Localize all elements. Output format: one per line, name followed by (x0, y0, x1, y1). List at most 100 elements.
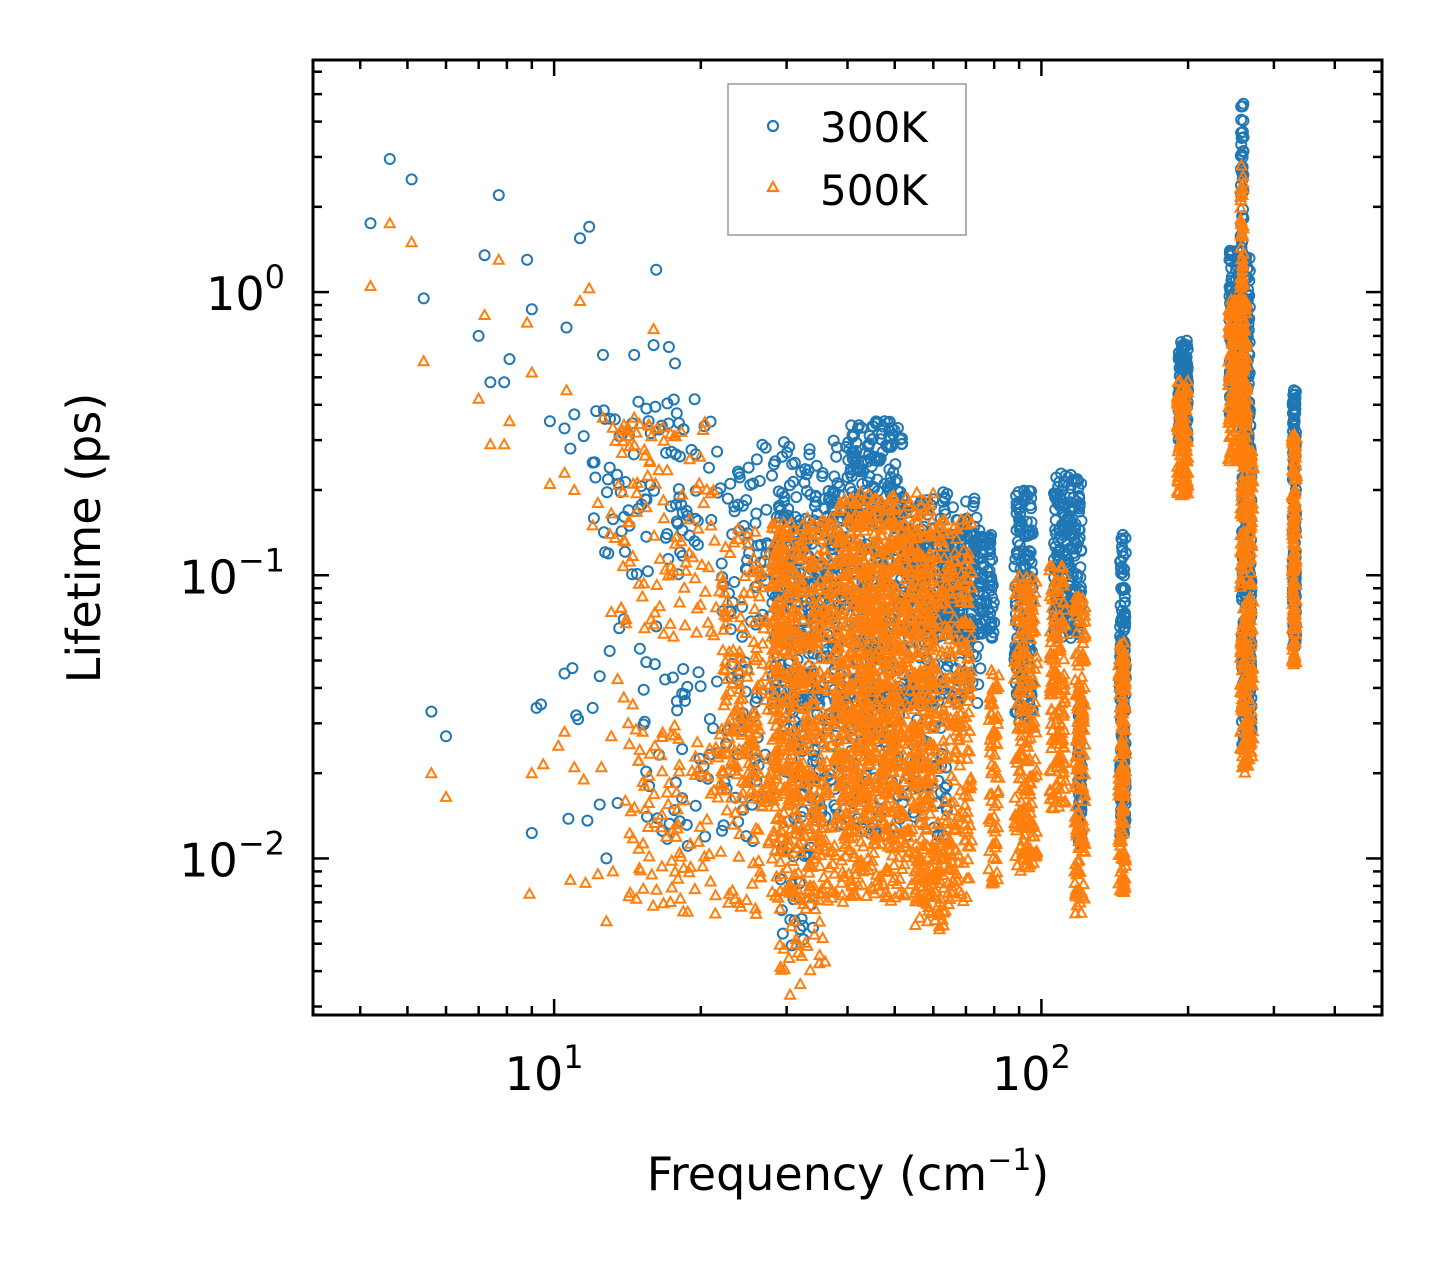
point-500k (737, 585, 751, 598)
point-500k (818, 514, 832, 527)
point-300k (1064, 468, 1077, 481)
point-500k (847, 846, 861, 859)
point-300k (711, 445, 724, 458)
point-500k (653, 599, 667, 612)
point-500k (591, 867, 605, 880)
point-500k (930, 817, 945, 830)
point-500k (897, 824, 911, 837)
point-500k (623, 554, 637, 567)
series-500k-points (363, 158, 1304, 1000)
point-500k (617, 417, 631, 430)
point-500k (779, 692, 793, 705)
point-500k (751, 775, 765, 788)
point-500k (871, 808, 885, 821)
point-300k (891, 422, 904, 434)
point-500k (648, 605, 662, 618)
point-500k (663, 894, 678, 907)
point-500k (669, 829, 683, 842)
point-500k (919, 822, 933, 835)
point-500k (914, 521, 929, 534)
point-500k (961, 789, 975, 802)
point-500k (759, 668, 773, 681)
point-500k (740, 669, 754, 682)
point-500k (810, 578, 824, 591)
point-500k (791, 816, 805, 829)
point-500k (841, 842, 856, 855)
point-500k (695, 557, 709, 570)
point-500k (785, 853, 800, 866)
point-300k (742, 461, 755, 474)
point-500k (784, 821, 798, 834)
point-500k (768, 688, 782, 701)
point-500k (781, 590, 796, 603)
point-500k (716, 643, 730, 656)
point-300k (870, 452, 883, 465)
point-500k (793, 977, 807, 990)
point-300k (1064, 514, 1077, 526)
point-500k (632, 861, 647, 874)
point-500k (522, 886, 537, 899)
point-300k (640, 656, 653, 669)
point-500k (719, 687, 734, 700)
point-300k (980, 594, 993, 607)
point-500k (819, 788, 833, 801)
point-300k (659, 531, 672, 544)
point-300k (857, 465, 870, 478)
point-500k (520, 315, 534, 328)
point-300k (558, 422, 571, 435)
point-500k (960, 730, 974, 743)
point-500k (809, 670, 823, 683)
point-500k (766, 516, 780, 529)
point-500k (642, 768, 656, 781)
point-300k (1235, 132, 1248, 144)
point-300k (669, 448, 682, 461)
point-500k (672, 764, 686, 777)
point-300k (850, 436, 863, 449)
point-500k (720, 671, 734, 684)
point-300k (670, 407, 683, 420)
point-300k (801, 485, 813, 497)
point-500k (629, 425, 644, 438)
point-500k (937, 523, 951, 536)
point-500k (936, 750, 950, 763)
point-500k (767, 824, 781, 837)
point-500k (881, 798, 895, 811)
point-500k (691, 762, 705, 775)
point-500k (789, 663, 804, 676)
point-300k (1114, 555, 1127, 568)
point-500k (752, 589, 767, 602)
point-500k (814, 651, 829, 664)
point-500k (626, 548, 640, 561)
point-300k (1069, 522, 1082, 535)
point-300k (874, 433, 887, 446)
point-500k (808, 697, 822, 710)
point-300k (615, 525, 628, 538)
point-500k (733, 827, 747, 840)
point-500k (661, 568, 675, 581)
point-500k (946, 803, 961, 816)
point-500k (724, 790, 739, 803)
point-500k (960, 651, 975, 664)
point-300k (825, 495, 838, 508)
point-500k (825, 890, 839, 903)
point-300k (828, 470, 841, 483)
point-500k (624, 804, 638, 817)
point-300k (974, 572, 987, 585)
point-500k (707, 533, 722, 546)
point-500k (953, 758, 967, 771)
point-500k (606, 864, 620, 877)
point-300k (983, 564, 996, 577)
point-500k (623, 885, 637, 898)
point-500k (735, 619, 749, 632)
point-500k (632, 841, 646, 854)
point-500k (596, 410, 610, 423)
point-500k (748, 601, 762, 614)
point-500k (790, 751, 804, 764)
point-500k (697, 496, 711, 509)
point-500k (817, 870, 831, 883)
point-500k (733, 651, 748, 664)
point-500k (941, 526, 956, 539)
point-500k (638, 801, 652, 814)
point-500k (792, 607, 806, 620)
point-300k (364, 217, 377, 230)
